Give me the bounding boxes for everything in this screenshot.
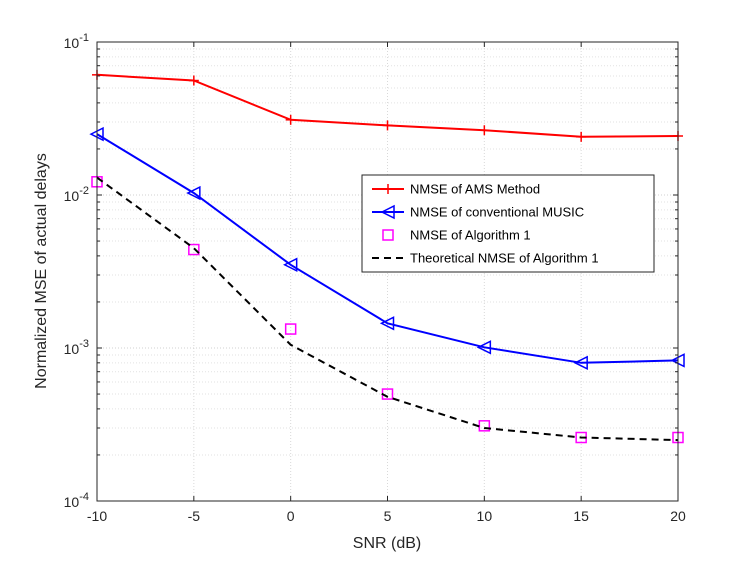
x-tick-label: 20 — [670, 508, 686, 524]
legend-label: NMSE of AMS Method — [410, 182, 540, 197]
triangle-marker — [282, 257, 298, 272]
plus-marker — [383, 184, 393, 194]
square-marker — [382, 229, 394, 241]
y-tick-label: 10-3 — [64, 338, 89, 357]
legend-box — [361, 174, 655, 273]
series-line — [96, 176, 679, 442]
triangle-marker — [380, 204, 395, 220]
legend: NMSE of AMS Method NMSE of conventional M… — [361, 174, 655, 273]
x-tick-label: 15 — [573, 508, 589, 524]
x-tick-label: 10 — [477, 508, 493, 524]
x-tick-label: 0 — [287, 508, 295, 524]
x-tick-label: -10 — [87, 508, 107, 524]
triangle-marker — [379, 316, 395, 331]
plus-marker — [479, 125, 490, 136]
triangle-marker — [186, 185, 201, 201]
legend-label: Theoretical NMSE of Algorithm 1 — [410, 251, 599, 266]
y-axis-title: Normalized MSE of actual delays — [33, 153, 50, 389]
y-tick-label: 10-2 — [64, 185, 89, 204]
x-axis-title: SNR (dB) — [353, 535, 421, 552]
square-marker — [284, 323, 297, 335]
series-line — [96, 133, 679, 364]
x-tick-labels: -10 -5 0 5 10 15 20 — [87, 508, 686, 524]
series-theoretical-nmse-of-algorithm-1 — [96, 176, 679, 442]
legend-label: NMSE of conventional MUSIC — [410, 205, 584, 220]
y-tick-label: 10-4 — [64, 491, 89, 510]
plus-marker — [188, 75, 199, 86]
plus-marker — [382, 120, 393, 131]
plus-marker — [576, 131, 587, 142]
plus-marker — [285, 114, 296, 125]
x-tick-label: -5 — [188, 508, 201, 524]
ticks — [96, 41, 679, 502]
triangle-marker — [573, 355, 588, 371]
x-tick-label: 5 — [384, 508, 392, 524]
triangle-marker — [476, 340, 492, 355]
legend-label: NMSE of Algorithm 1 — [410, 228, 531, 243]
y-tick-labels: 10-4 10-3 10-2 10-1 — [64, 32, 89, 510]
square-marker — [188, 243, 200, 256]
y-tick-label: 10-1 — [64, 32, 89, 51]
series-nmse-of-conventional-music — [89, 126, 685, 371]
